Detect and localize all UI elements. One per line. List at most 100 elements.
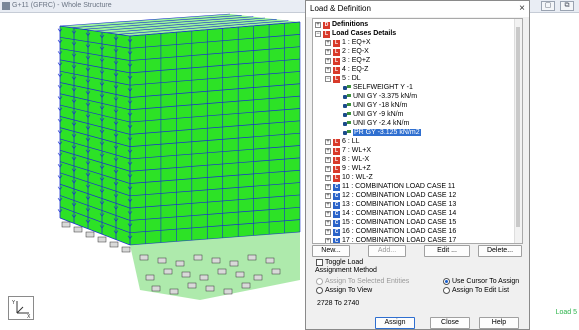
tree-item-definitions[interactable]: + D Definitions — [315, 21, 369, 29]
svg-text:X: X — [27, 314, 31, 319]
load-arrow — [57, 39, 63, 44]
tree-item-case[interactable]: + L 9 : WL+Z — [325, 165, 371, 173]
load-arrow — [85, 137, 91, 142]
use-cursor-radio[interactable] — [443, 278, 450, 285]
expand-icon[interactable]: + — [325, 166, 331, 172]
load-arrow — [99, 201, 105, 206]
load-arrow — [85, 126, 91, 130]
tree-item-load[interactable]: SELFWEIGHT Y -1 — [343, 84, 413, 92]
tree-item-case[interactable]: + L 6 : LL — [325, 138, 360, 146]
expand-icon[interactable]: + — [325, 67, 331, 73]
beam — [59, 161, 131, 184]
expand-icon[interactable]: + — [325, 220, 331, 226]
scrollbar-thumb[interactable] — [516, 27, 520, 227]
load-case-icon: L — [333, 48, 340, 56]
load-definition-dialog: Load & Definition × + D Definitions − L Load… — [305, 0, 530, 330]
tree-item-combination[interactable]: + C 12 : COMBINATION LOAD CASE 12 — [325, 192, 457, 200]
expand-icon[interactable]: + — [325, 193, 331, 199]
expand-icon[interactable]: + — [325, 49, 331, 55]
beam — [59, 138, 131, 160]
new-button[interactable]: New... — [312, 245, 350, 257]
load-item-icon — [343, 85, 351, 91]
beam — [59, 104, 131, 123]
tree-item-combination[interactable]: + C 17 : COMBINATION LOAD CASE 17 — [325, 237, 457, 244]
load-case-icon: L — [333, 165, 340, 173]
tree-item-case[interactable]: + L 8 : WL-X — [325, 156, 370, 164]
expand-icon[interactable]: + — [325, 211, 331, 217]
load-arrow — [57, 197, 63, 202]
assign-button[interactable]: Assign — [375, 317, 415, 329]
expand-icon[interactable]: + — [325, 139, 331, 145]
load-arrow — [57, 186, 63, 191]
load-tree[interactable]: + D Definitions − L Load Cases Details + L 1 :… — [312, 18, 523, 244]
expand-icon[interactable]: + — [315, 22, 321, 28]
expand-icon[interactable]: + — [325, 175, 331, 181]
support — [205, 285, 215, 292]
tree-item-case-dl[interactable]: − L 5 : DL — [325, 75, 361, 83]
support — [217, 268, 227, 275]
tree-item-case[interactable]: + L 10 : WL-Z — [325, 174, 373, 182]
structure-model — [57, 13, 301, 300]
assign-selected-radio[interactable] — [316, 278, 323, 285]
restore-button[interactable]: ▢ — [541, 1, 555, 11]
expand-icon[interactable]: + — [325, 184, 331, 190]
tree-item-load-selected[interactable]: PR GY -3.125 kN/m2 — [343, 129, 421, 137]
beam — [129, 145, 301, 160]
load-arrow — [99, 94, 105, 98]
tree-item-load[interactable]: UNI GY -9 kN/m — [343, 111, 403, 119]
assign-edit-list-radio[interactable] — [443, 287, 450, 294]
tree-item-load[interactable]: UNI GY -2.4 kN/m — [343, 120, 409, 128]
delete-button[interactable]: Delete... — [478, 245, 522, 257]
add-button[interactable]: Add... — [368, 245, 406, 257]
load-arrow — [85, 91, 91, 95]
tree-item-combination[interactable]: + C 11 : COMBINATION LOAD CASE 11 — [325, 183, 456, 191]
beam — [59, 172, 131, 197]
expand-icon[interactable]: + — [325, 58, 331, 64]
expand-icon[interactable]: + — [325, 157, 331, 163]
edit-button[interactable]: Edit ... — [424, 245, 470, 257]
combination-icon: C — [333, 219, 340, 227]
collapse-icon[interactable]: − — [315, 31, 321, 37]
collapse-icon[interactable]: − — [325, 76, 331, 82]
load-arrow — [85, 149, 91, 154]
roof-beam — [118, 20, 289, 35]
expand-icon[interactable]: + — [325, 40, 331, 46]
load-arrow — [85, 44, 91, 49]
tree-item-combination[interactable]: + C 13 : COMBINATION LOAD CASE 13 — [325, 201, 457, 209]
beam — [59, 127, 131, 147]
tile-button[interactable]: ⧉ — [560, 1, 574, 11]
tree-item-load[interactable]: UNI GY -18 kN/m — [343, 102, 407, 110]
tree-item-combination[interactable]: + C 16 : COMBINATION LOAD CASE 16 — [325, 228, 457, 236]
load-arrow — [99, 165, 105, 170]
load-arrow — [113, 85, 119, 89]
expand-icon[interactable]: + — [325, 202, 331, 208]
tree-item-load[interactable]: UNI GY -3.375 kN/m — [343, 93, 417, 101]
close-icon[interactable]: × — [519, 3, 525, 14]
load-item-icon — [343, 103, 351, 109]
expand-icon[interactable]: + — [325, 148, 331, 154]
tree-item-case[interactable]: + L 3 : EQ+Z — [325, 57, 371, 65]
load-arrow — [85, 102, 91, 107]
help-button[interactable]: Help — [479, 317, 519, 329]
tree-item-case[interactable]: + L 2 : EQ-X — [325, 48, 369, 56]
tree-item-case[interactable]: + L 4 : EQ-Z — [325, 66, 369, 74]
tree-item-combination[interactable]: + C 14 : COMBINATION LOAD CASE 14 — [325, 210, 457, 218]
assign-view-radio[interactable] — [316, 287, 323, 294]
load-arrow — [57, 209, 63, 213]
beam — [129, 95, 301, 111]
close-button[interactable]: Close — [430, 317, 470, 329]
expand-icon[interactable]: + — [325, 238, 331, 244]
support — [241, 282, 251, 289]
load-arrow — [113, 169, 119, 174]
tree-item-combination[interactable]: + C 15 : COMBINATION LOAD CASE 15 — [325, 219, 457, 227]
tree-scrollbar[interactable] — [514, 19, 522, 243]
expand-icon[interactable]: + — [325, 229, 331, 235]
tree-item-case[interactable]: + L 7 : WL+X — [325, 147, 371, 155]
toggle-load-checkbox[interactable] — [316, 259, 323, 266]
load-arrow — [85, 208, 91, 212]
tree-item-load-cases[interactable]: − L Load Cases Details — [315, 30, 397, 38]
tree-item-case[interactable]: + L 1 : EQ+X — [325, 39, 371, 47]
assign-range-field[interactable]: 2728 To 2740 — [315, 298, 523, 309]
load-arrow — [113, 61, 119, 65]
beam — [59, 116, 131, 135]
